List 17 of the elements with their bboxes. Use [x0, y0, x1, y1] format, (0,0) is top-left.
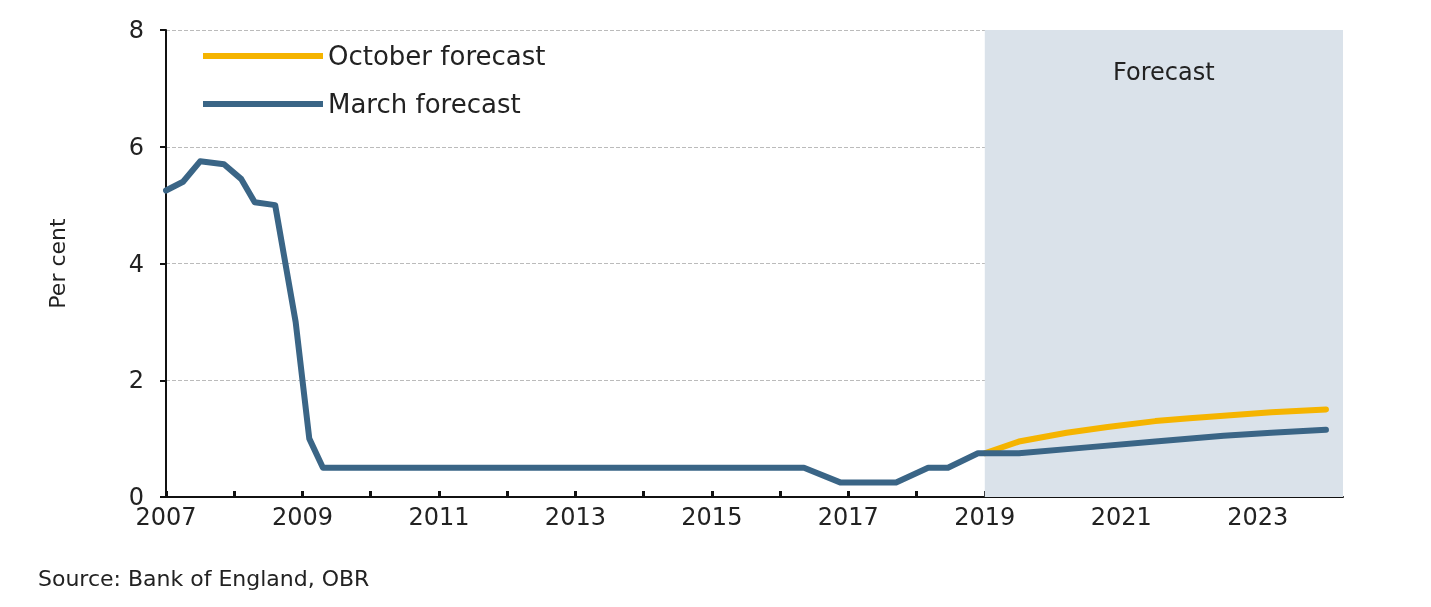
legend-label: March forecast	[328, 89, 521, 119]
y-tick-label: 2	[128, 366, 144, 395]
x-tick-label: 2013	[544, 503, 606, 531]
y-tick-label: 8	[128, 16, 144, 44]
x-tick-label: 2023	[1227, 503, 1289, 531]
y-tick-label: 6	[128, 132, 144, 161]
source-note: Source: Bank of England, OBR	[38, 565, 370, 591]
legend-label: October forecast	[328, 41, 546, 71]
y-tick-label: 4	[128, 249, 144, 278]
x-tick-label: 2009	[271, 503, 333, 531]
x-tick-label: 2017	[817, 503, 879, 531]
x-tick-label: 2015	[681, 503, 743, 531]
y-axis-title: Per cent	[44, 218, 70, 309]
x-tick-label: 2011	[408, 503, 470, 531]
x-tick-label: 2019	[954, 503, 1016, 531]
band-label: Forecast	[1113, 58, 1215, 86]
x-tick-label: 2021	[1090, 503, 1152, 531]
